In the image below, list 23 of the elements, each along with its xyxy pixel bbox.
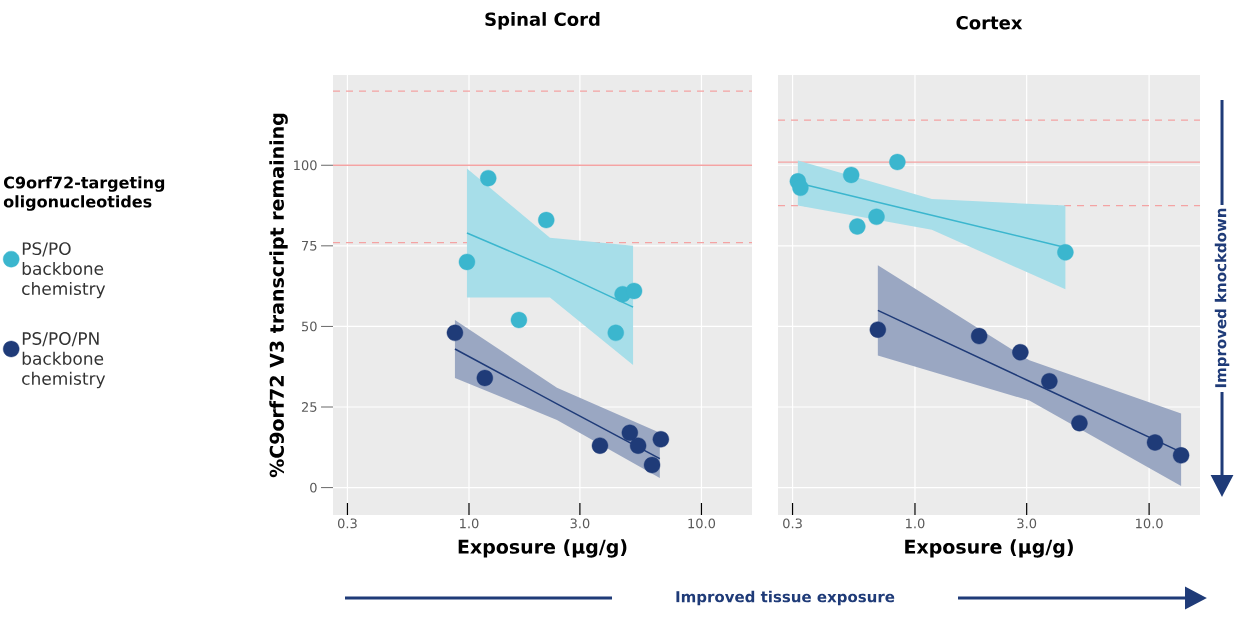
x-tick-label: 0.3: [337, 518, 357, 529]
x-tick-label: 3.0: [570, 518, 590, 529]
chart-title: Cortex: [956, 15, 1023, 30]
y-tick-label: 75: [302, 241, 317, 251]
text: Improved knockdown: [1214, 208, 1230, 388]
x-tick-label: 10.0: [1136, 518, 1163, 529]
x-tick-label: 3.0: [1017, 518, 1037, 529]
y-tick-label: 25: [301, 402, 317, 412]
x-axis-title: Exposure (µg/g): [905, 539, 1073, 558]
y-tick-label: 50: [301, 321, 317, 332]
x-axis-title: Exposure (µg/g): [458, 539, 627, 558]
x-tick-label: 1.0: [460, 518, 479, 529]
x-tick-label: 1.0: [906, 518, 925, 529]
legend-title: C9orf72-targeting oligonucleotides: [3, 176, 165, 211]
y-tick-label: 0: [310, 482, 317, 493]
text: Improved tissue exposure: [676, 590, 895, 606]
legend-label: PS/PO/PN backbone chemistry: [22, 332, 106, 389]
x-tick-label: 0.3: [783, 518, 802, 529]
y-tick-label: 100: [294, 160, 317, 171]
legend-label: PS/PO backbone chemistry: [22, 242, 106, 299]
x-tick-label: 10.0: [688, 518, 716, 529]
y-axis-title: %C9orf72 V3 transcript remaining: [269, 113, 288, 478]
chart-title: Spinal Cord: [485, 12, 600, 30]
